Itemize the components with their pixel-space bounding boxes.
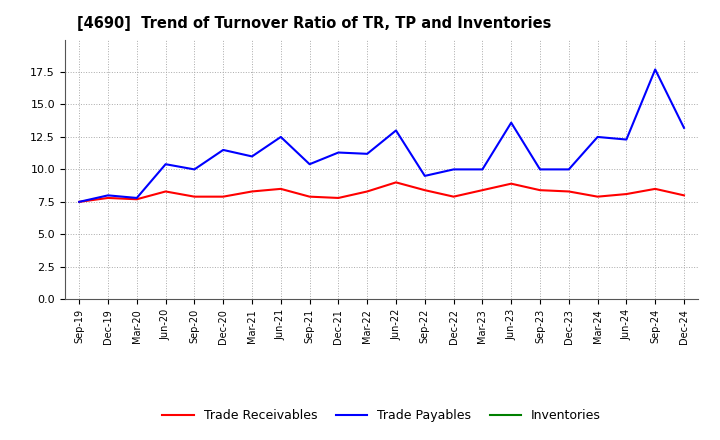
Trade Receivables bbox=[190, 194, 199, 199]
Trade Receivables bbox=[276, 186, 285, 191]
Trade Payables bbox=[392, 128, 400, 133]
Trade Payables bbox=[651, 67, 660, 72]
Legend: Trade Receivables, Trade Payables, Inventories: Trade Receivables, Trade Payables, Inven… bbox=[157, 404, 606, 427]
Trade Receivables bbox=[449, 194, 458, 199]
Text: [4690]  Trend of Turnover Ratio of TR, TP and Inventories: [4690] Trend of Turnover Ratio of TR, TP… bbox=[78, 16, 552, 32]
Trade Receivables bbox=[161, 189, 170, 194]
Trade Payables bbox=[478, 167, 487, 172]
Trade Payables bbox=[219, 147, 228, 153]
Trade Receivables bbox=[305, 194, 314, 199]
Trade Receivables bbox=[392, 180, 400, 185]
Trade Payables bbox=[536, 167, 544, 172]
Trade Receivables bbox=[219, 194, 228, 199]
Trade Receivables bbox=[363, 189, 372, 194]
Trade Payables bbox=[305, 161, 314, 167]
Trade Receivables bbox=[334, 195, 343, 201]
Trade Receivables bbox=[248, 189, 256, 194]
Trade Receivables bbox=[104, 195, 112, 201]
Trade Payables bbox=[248, 154, 256, 159]
Trade Payables bbox=[593, 134, 602, 139]
Trade Payables bbox=[507, 120, 516, 125]
Trade Receivables bbox=[651, 186, 660, 191]
Trade Payables bbox=[420, 173, 429, 179]
Line: Trade Payables: Trade Payables bbox=[79, 70, 684, 202]
Trade Payables bbox=[161, 161, 170, 167]
Trade Receivables bbox=[507, 181, 516, 186]
Trade Payables bbox=[190, 167, 199, 172]
Trade Receivables bbox=[593, 194, 602, 199]
Trade Payables bbox=[334, 150, 343, 155]
Trade Payables bbox=[449, 167, 458, 172]
Trade Receivables bbox=[478, 187, 487, 193]
Trade Receivables bbox=[75, 199, 84, 205]
Trade Receivables bbox=[680, 193, 688, 198]
Trade Receivables bbox=[536, 187, 544, 193]
Line: Trade Receivables: Trade Receivables bbox=[79, 182, 684, 202]
Trade Payables bbox=[132, 195, 141, 201]
Trade Receivables bbox=[622, 191, 631, 197]
Trade Payables bbox=[276, 134, 285, 139]
Trade Receivables bbox=[564, 189, 573, 194]
Trade Payables bbox=[564, 167, 573, 172]
Trade Payables bbox=[75, 199, 84, 205]
Trade Payables bbox=[680, 125, 688, 131]
Trade Receivables bbox=[420, 187, 429, 193]
Trade Payables bbox=[622, 137, 631, 142]
Trade Receivables bbox=[132, 197, 141, 202]
Trade Payables bbox=[104, 193, 112, 198]
Trade Payables bbox=[363, 151, 372, 157]
